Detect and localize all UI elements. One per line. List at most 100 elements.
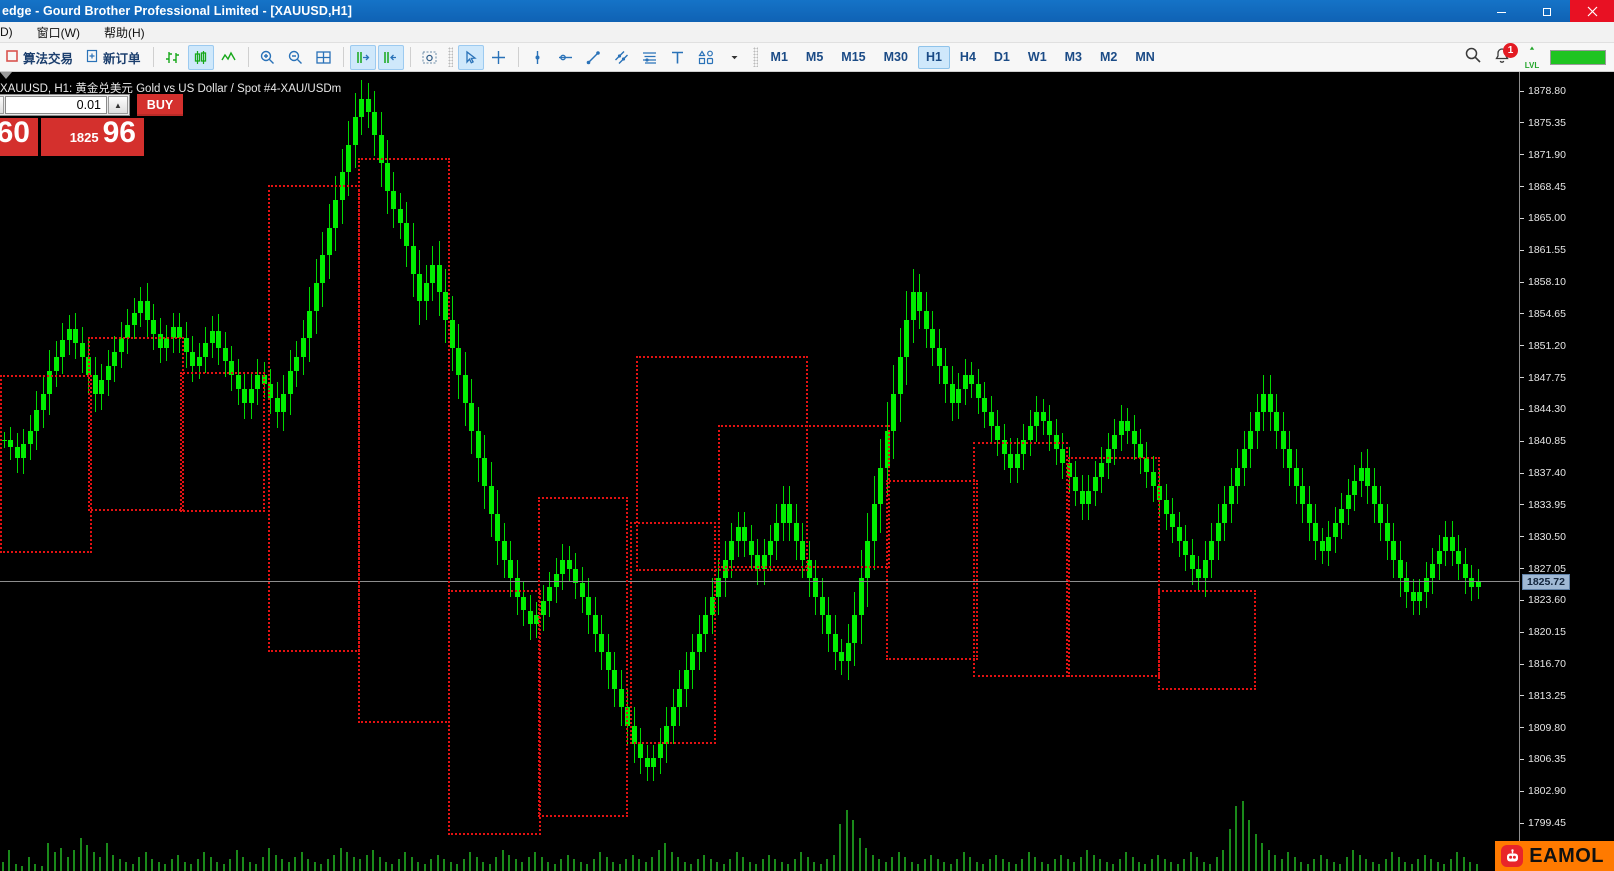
timeframe-w1[interactable]: W1 (1027, 50, 1047, 64)
spin-down-icon[interactable]: ▼ (0, 96, 4, 114)
volume-bar (709, 859, 712, 871)
volume-bar (384, 861, 387, 871)
sell-price-box[interactable]: 60 (0, 118, 38, 156)
volume-bar (131, 864, 134, 871)
volume-bar (170, 859, 173, 871)
volume-bar (735, 852, 738, 871)
zone-box (1068, 457, 1160, 677)
close-icon[interactable] (1570, 0, 1614, 22)
volume-bar (975, 861, 978, 871)
volume-bar (248, 861, 251, 871)
auto-scroll-icon[interactable] (377, 44, 404, 70)
level-icon[interactable]: LVL (1524, 44, 1540, 70)
volume-bar (1339, 864, 1342, 871)
volume-bar (573, 859, 576, 871)
volume-bar (359, 859, 362, 871)
line-chart-icon[interactable] (216, 45, 242, 70)
volume-bar (352, 857, 355, 871)
buy-button[interactable]: BUY (137, 94, 183, 116)
candlestick-icon[interactable] (187, 44, 214, 70)
price-tick: 1871.90 (1520, 149, 1566, 161)
price-tick: 1809.80 (1520, 722, 1566, 734)
text-icon[interactable] (665, 45, 691, 70)
equidistant-channel-icon[interactable] (609, 45, 635, 70)
volume-bar (716, 861, 719, 871)
volume-bar (177, 854, 180, 871)
buy-price-box[interactable]: 1825 96 (41, 118, 144, 156)
spin-up-icon[interactable]: ▲ (108, 96, 128, 114)
volume-bar (508, 854, 511, 871)
shift-end-icon[interactable] (349, 44, 376, 70)
timeframe-grip[interactable] (752, 47, 758, 67)
volume-bar (995, 854, 998, 871)
volume-bar (988, 859, 991, 871)
volume-bar (1456, 852, 1459, 871)
timeframe-d1[interactable]: D1 (993, 50, 1010, 64)
volume-bar (47, 843, 50, 871)
vertical-line-icon[interactable] (525, 45, 551, 70)
price-scale[interactable]: 1825.72 1878.80 1875.35 1871.90 1868.45 1865… (1519, 72, 1614, 871)
fibonacci-icon[interactable] (637, 45, 663, 70)
timeframe-m2[interactable]: M2 (1100, 50, 1118, 64)
zone-box (0, 375, 92, 553)
timeframe-h1[interactable]: H1 (917, 45, 950, 69)
toolbar-separator-5 (517, 47, 519, 67)
restore-icon[interactable] (1524, 0, 1570, 22)
one-click-trading-panel[interactable]: ▼ 0.01 ▲ BUY 60 1825 96 (0, 94, 183, 156)
volume-bar (1215, 857, 1218, 871)
menu-item-0[interactable]: D) (0, 25, 13, 39)
chart-area[interactable]: XAUUSD, H1: 黄金兑美元 Gold vs US Dollar / Sp… (0, 72, 1614, 871)
volume-bar (832, 854, 835, 871)
zoom-in-icon[interactable] (255, 45, 281, 70)
screenshot-icon[interactable] (417, 45, 443, 70)
toolbar-grip[interactable] (447, 47, 453, 67)
timeframe-m1[interactable]: M1 (770, 50, 788, 64)
volume-bar (397, 859, 400, 871)
timeframe-m30[interactable]: M30 (883, 50, 908, 64)
timeframe-m3[interactable]: M3 (1064, 50, 1083, 64)
price-tick: 1823.60 (1520, 594, 1566, 606)
volume-bar (1267, 850, 1270, 871)
grid-icon[interactable] (311, 45, 337, 70)
cursor-icon[interactable] (457, 44, 484, 70)
volume-bar (547, 861, 550, 871)
crosshair-icon[interactable] (486, 45, 512, 70)
volume-bar (216, 861, 219, 871)
toolbar-separator-4 (409, 47, 411, 67)
volume-stepper[interactable]: ▼ 0.01 ▲ (0, 94, 130, 116)
volume-bar (1248, 819, 1251, 871)
volume-value[interactable]: 0.01 (5, 96, 107, 114)
volume-bar (14, 864, 17, 871)
volume-bar (774, 859, 777, 871)
minimize-icon[interactable] (1478, 0, 1524, 22)
bar-chart-icon[interactable] (160, 45, 186, 70)
window-title: edge - Gourd Brother Professional Limite… (2, 4, 352, 18)
shapes-icon[interactable] (693, 45, 720, 70)
new-order-button[interactable]: 新订单 (81, 45, 147, 70)
trendline-icon[interactable] (581, 45, 607, 70)
volume-bar (488, 864, 491, 871)
volume-bar (1034, 857, 1037, 871)
notifications-button[interactable]: 1 (1492, 43, 1518, 68)
volume-bar (1040, 861, 1043, 871)
price-tick: 1861.55 (1520, 244, 1566, 256)
timeframe-m15[interactable]: M15 (841, 50, 866, 64)
volume-bar (495, 857, 498, 871)
timeframe-h4[interactable]: H4 (959, 50, 976, 64)
volume-bar (930, 854, 933, 871)
volume-bar (1423, 854, 1426, 871)
volume-bar (1228, 829, 1231, 871)
volume-bar (722, 864, 725, 871)
volume-bar (1189, 852, 1192, 871)
menu-item-window[interactable]: 窗口(W) (36, 25, 80, 40)
zoom-out-icon[interactable] (283, 45, 309, 70)
horizontal-line-icon[interactable] (553, 45, 579, 70)
timeframe-m5[interactable]: M5 (805, 50, 824, 64)
chevron-down-icon[interactable] (722, 45, 748, 70)
menu-item-help[interactable]: 帮助(H) (104, 25, 145, 40)
volume-bar (696, 859, 699, 871)
algo-trading-button[interactable]: 算法交易 (1, 45, 79, 70)
search-icon[interactable] (1464, 46, 1482, 69)
volume-bar (923, 859, 926, 871)
timeframe-mn[interactable]: MN (1135, 50, 1155, 64)
